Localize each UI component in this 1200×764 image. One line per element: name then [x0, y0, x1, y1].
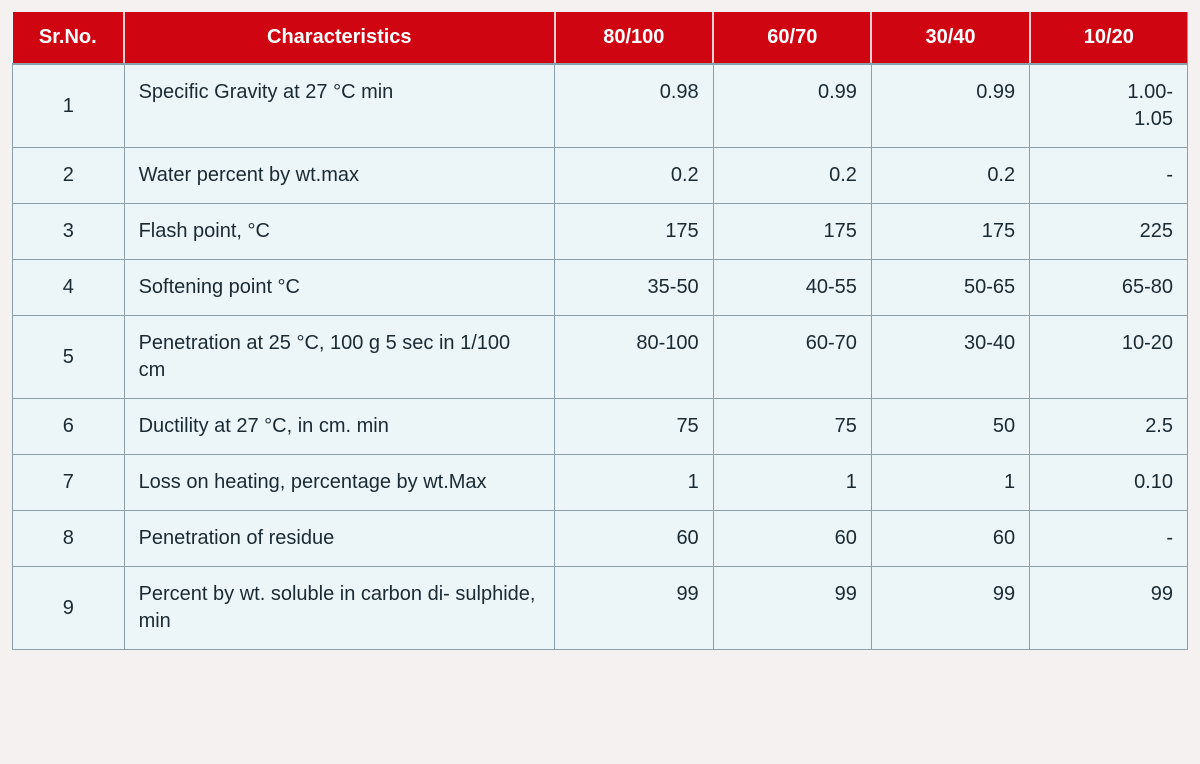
- characteristics-table: Sr.No. Characteristics 80/100 60/70 30/4…: [12, 12, 1188, 650]
- cell-srno: 5: [13, 316, 125, 399]
- col-srno: Sr.No.: [13, 12, 125, 64]
- cell-30-40: 60: [871, 511, 1029, 567]
- col-10-20: 10/20: [1030, 12, 1188, 64]
- cell-60-70: 40-55: [713, 260, 871, 316]
- cell-10-20: 10-20: [1030, 316, 1188, 399]
- cell-80-100: 35-50: [555, 260, 714, 316]
- cell-30-40: 30-40: [871, 316, 1029, 399]
- cell-srno: 6: [13, 399, 125, 455]
- cell-30-40: 0.99: [871, 64, 1029, 148]
- cell-60-70: 0.2: [713, 148, 871, 204]
- table-body: 1Specific Gravity at 27 °C min0.980.990.…: [13, 64, 1188, 650]
- cell-80-100: 80-100: [555, 316, 714, 399]
- cell-10-20: 99: [1030, 567, 1188, 650]
- cell-30-40: 99: [871, 567, 1029, 650]
- cell-characteristic: Ductility at 27 °C, in cm. min: [124, 399, 554, 455]
- cell-characteristic: Penetration at 25 °C, 100 g 5 sec in 1/1…: [124, 316, 554, 399]
- table-header-row: Sr.No. Characteristics 80/100 60/70 30/4…: [13, 12, 1188, 64]
- cell-srno: 2: [13, 148, 125, 204]
- cell-characteristic: Penetration of residue: [124, 511, 554, 567]
- cell-10-20: 1.00- 1.05: [1030, 64, 1188, 148]
- cell-10-20: 225: [1030, 204, 1188, 260]
- cell-characteristic: Loss on heating, percentage by wt.Max: [124, 455, 554, 511]
- cell-60-70: 60: [713, 511, 871, 567]
- table-row: 6Ductility at 27 °C, in cm. min7575502.5: [13, 399, 1188, 455]
- cell-10-20: 2.5: [1030, 399, 1188, 455]
- cell-srno: 9: [13, 567, 125, 650]
- cell-80-100: 0.2: [555, 148, 714, 204]
- cell-80-100: 75: [555, 399, 714, 455]
- col-80-100: 80/100: [555, 12, 714, 64]
- cell-80-100: 0.98: [555, 64, 714, 148]
- cell-characteristic: Flash point, °C: [124, 204, 554, 260]
- cell-60-70: 75: [713, 399, 871, 455]
- table-row: 3Flash point, °C175175175225: [13, 204, 1188, 260]
- cell-characteristic: Water percent by wt.max: [124, 148, 554, 204]
- cell-60-70: 175: [713, 204, 871, 260]
- cell-10-20: -: [1030, 511, 1188, 567]
- table-row: 2Water percent by wt.max0.20.20.2-: [13, 148, 1188, 204]
- table-row: 4Softening point °C35-5040-5550-6565-80: [13, 260, 1188, 316]
- cell-10-20: -: [1030, 148, 1188, 204]
- cell-30-40: 1: [871, 455, 1029, 511]
- cell-60-70: 0.99: [713, 64, 871, 148]
- cell-80-100: 99: [555, 567, 714, 650]
- cell-srno: 8: [13, 511, 125, 567]
- cell-80-100: 1: [555, 455, 714, 511]
- cell-30-40: 0.2: [871, 148, 1029, 204]
- cell-10-20: 65-80: [1030, 260, 1188, 316]
- cell-30-40: 175: [871, 204, 1029, 260]
- cell-srno: 4: [13, 260, 125, 316]
- cell-srno: 3: [13, 204, 125, 260]
- cell-10-20: 0.10: [1030, 455, 1188, 511]
- cell-60-70: 99: [713, 567, 871, 650]
- cell-60-70: 60-70: [713, 316, 871, 399]
- table-row: 8Penetration of residue606060-: [13, 511, 1188, 567]
- table-row: 5Penetration at 25 °C, 100 g 5 sec in 1/…: [13, 316, 1188, 399]
- cell-80-100: 60: [555, 511, 714, 567]
- cell-80-100: 175: [555, 204, 714, 260]
- col-30-40: 30/40: [871, 12, 1029, 64]
- col-60-70: 60/70: [713, 12, 871, 64]
- cell-characteristic: Softening point °C: [124, 260, 554, 316]
- table-row: 1Specific Gravity at 27 °C min0.980.990.…: [13, 64, 1188, 148]
- cell-characteristic: Percent by wt. soluble in carbon di- sul…: [124, 567, 554, 650]
- table-row: 7Loss on heating, percentage by wt.Max11…: [13, 455, 1188, 511]
- col-characteristics: Characteristics: [124, 12, 554, 64]
- cell-srno: 7: [13, 455, 125, 511]
- cell-30-40: 50: [871, 399, 1029, 455]
- cell-60-70: 1: [713, 455, 871, 511]
- table-row: 9Percent by wt. soluble in carbon di- su…: [13, 567, 1188, 650]
- cell-characteristic: Specific Gravity at 27 °C min: [124, 64, 554, 148]
- cell-30-40: 50-65: [871, 260, 1029, 316]
- cell-srno: 1: [13, 64, 125, 148]
